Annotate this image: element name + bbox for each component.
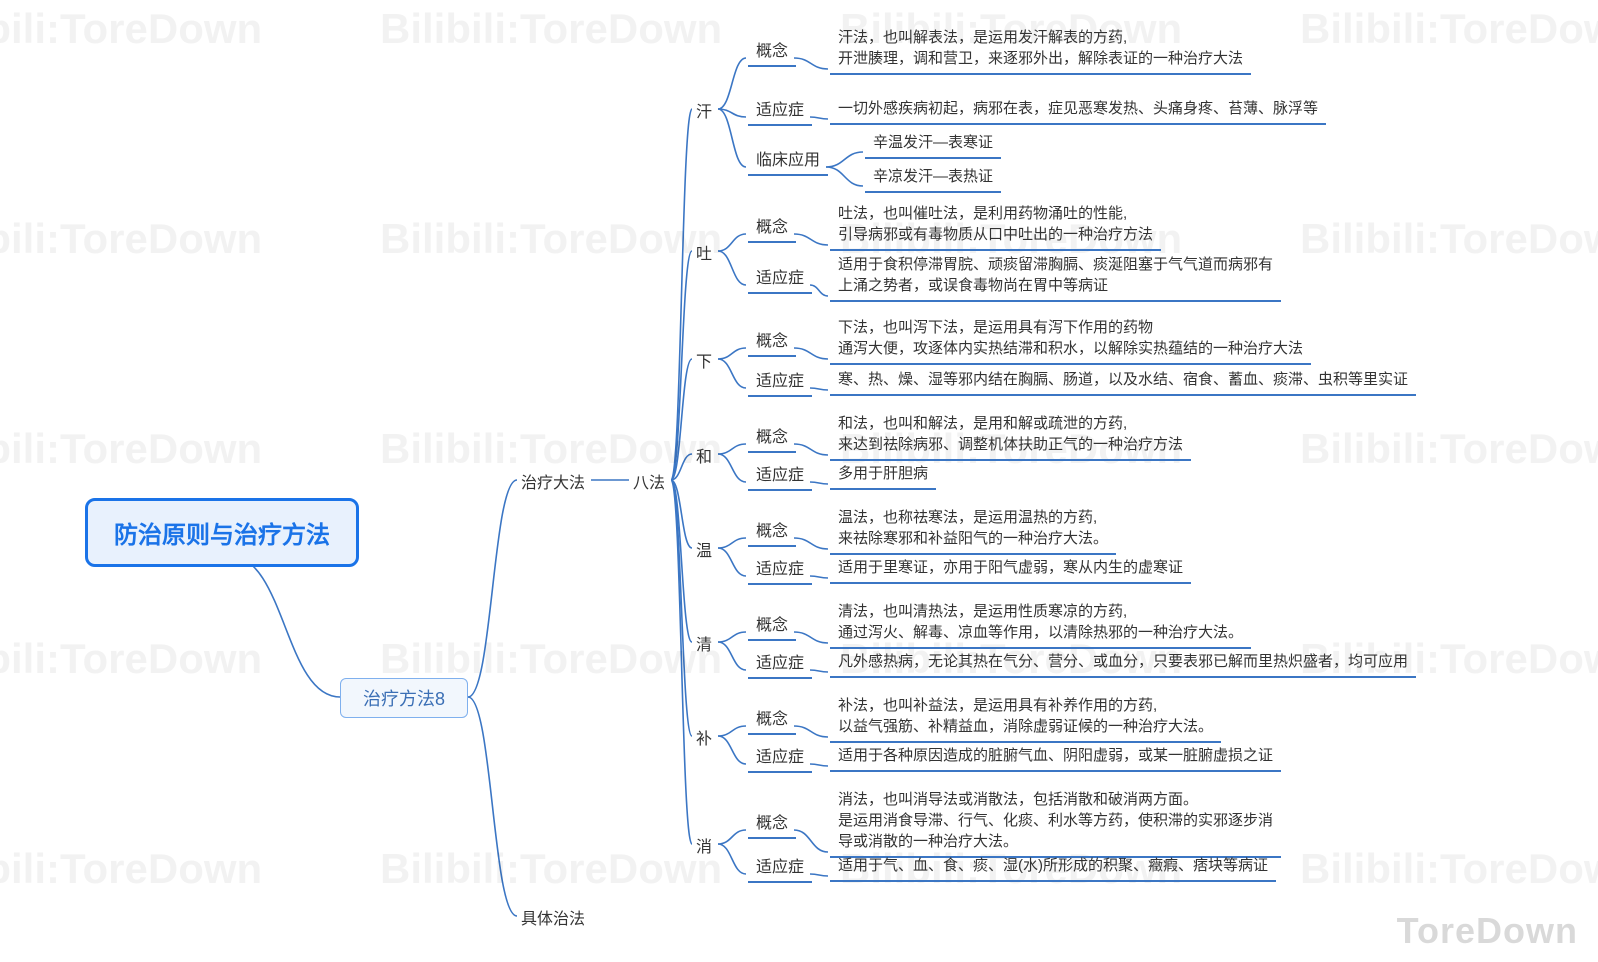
root-node: 防治原则与治疗方法 [85, 498, 359, 567]
leaf-text: 凡外感热病，无论其热在气分、营分、或血分，只要表邪已解而里热炽盛者，均可应用 [830, 651, 1416, 678]
sub-tu-概念: 概念 [748, 213, 796, 243]
leaf-text: 适用于气、血、食、痰、湿(水)所形成的积聚、癥瘕、痞块等病证 [830, 855, 1276, 882]
level2-dafa: 治疗大法 [521, 469, 585, 493]
leaf-text: 辛凉发汗—表热证 [865, 166, 1001, 193]
leaf-text: 多用于肝胆病 [830, 463, 936, 490]
leaf-text: 辛温发汗—表寒证 [865, 132, 1001, 159]
bafa-label: 八法 [633, 469, 665, 493]
leaf-text: 寒、热、燥、湿等邪内结在胸膈、肠道，以及水结、宿食、蓄血、痰滞、虫积等里实证 [830, 369, 1416, 396]
method-tu: 吐 [696, 240, 712, 264]
sub-han-适应症: 适应症 [748, 96, 812, 126]
sub-bu-概念: 概念 [748, 705, 796, 735]
method-xia: 下 [696, 348, 712, 372]
leaf-text: 清法，也叫清热法，是运用性质寒凉的方药, 通过泻火、解毒、凉血等作用，以清除热邪… [830, 601, 1251, 649]
sub-tu-适应症: 适应症 [748, 264, 812, 294]
sub-qing-适应症: 适应症 [748, 649, 812, 679]
method-bu: 补 [696, 725, 712, 749]
leaf-text: 一切外感疾病初起，病邪在表，症见恶寒发热、头痛身疼、苔薄、脉浮等 [830, 98, 1326, 125]
method-qing: 清 [696, 631, 712, 655]
sub-wen-概念: 概念 [748, 517, 796, 547]
method-xiao: 消 [696, 833, 712, 857]
level2-juti: 具体治法 [521, 905, 585, 929]
sub-wen-适应症: 适应症 [748, 555, 812, 585]
method-wen: 温 [696, 537, 712, 561]
sub-han-概念: 概念 [748, 37, 796, 67]
corner-watermark: ToreDown [1397, 910, 1578, 952]
leaf-text: 适用于食积停滞胃脘、顽痰留滞胸膈、痰涎阻塞于气气道而病邪有 上涌之势者，或误食毒… [830, 254, 1281, 302]
leaf-text: 适用于各种原因造成的脏腑气血、阴阳虚弱，或某一脏腑虚损之证 [830, 745, 1281, 772]
sub-qing-概念: 概念 [748, 611, 796, 641]
leaf-text: 下法，也叫泻下法，是运用具有泻下作用的药物 通泻大便，攻逐体内实热结滞和积水，以… [830, 317, 1311, 365]
sub-han-临床应用: 临床应用 [748, 146, 828, 176]
sub-xia-适应症: 适应症 [748, 367, 812, 397]
sub-xia-概念: 概念 [748, 327, 796, 357]
sub-he-概念: 概念 [748, 423, 796, 453]
sub-xiao-概念: 概念 [748, 809, 796, 839]
leaf-text: 补法，也叫补益法，是运用具有补养作用的方药, 以益气强筋、补精益血，消除虚弱证候… [830, 695, 1221, 743]
leaf-text: 和法，也叫和解法，是用和解或疏泄的方药, 来达到祛除病邪、调整机体扶助正气的一种… [830, 413, 1191, 461]
method-he: 和 [696, 443, 712, 467]
level1-node: 治疗方法8 [340, 678, 468, 718]
sub-he-适应症: 适应症 [748, 461, 812, 491]
leaf-text: 温法，也称祛寒法，是运用温热的方药, 来祛除寒邪和补益阳气的一种治疗大法。 [830, 507, 1116, 555]
sub-xiao-适应症: 适应症 [748, 853, 812, 883]
method-han: 汗 [696, 98, 712, 122]
sub-bu-适应症: 适应症 [748, 743, 812, 773]
leaf-text: 吐法，也叫催吐法，是利用药物涌吐的性能, 引导病邪或有毒物质从口中吐出的一种治疗… [830, 203, 1161, 251]
leaf-text: 汗法，也叫解表法，是运用发汗解表的方药, 开泄腠理，调和营卫，来逐邪外出，解除表… [830, 27, 1251, 75]
leaf-text: 适用于里寒证，亦用于阳气虚弱，寒从内生的虚寒证 [830, 557, 1191, 584]
leaf-text: 消法，也叫消导法或消散法，包括消散和破消两方面。 是运用消食导滞、行气、化痰、利… [830, 789, 1281, 858]
